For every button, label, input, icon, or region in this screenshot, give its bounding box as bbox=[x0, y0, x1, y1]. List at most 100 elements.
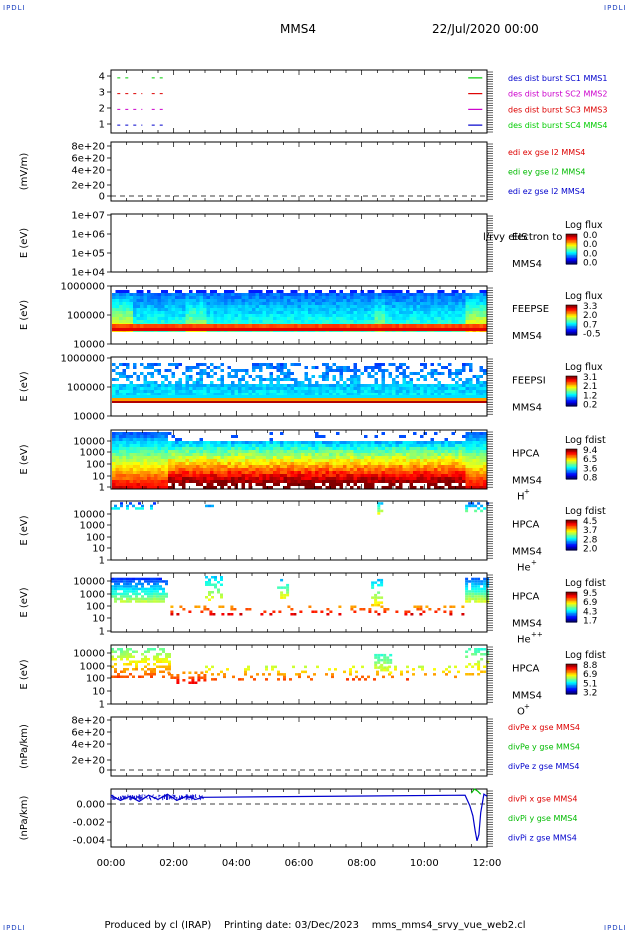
hpca-h-heatmap-cell bbox=[126, 486, 130, 489]
hpca-h-heatmap-cell bbox=[427, 480, 431, 483]
feepse-heatmap-cell bbox=[154, 296, 158, 299]
feepse-heatmap-cell bbox=[252, 314, 256, 317]
hpca-h-heatmap-cell bbox=[329, 456, 333, 459]
hpca-h-heatmap-cell bbox=[119, 450, 123, 453]
hpca-h-heatmap-cell bbox=[290, 468, 294, 471]
feepse-heatmap-cell bbox=[147, 296, 151, 299]
hpca-h-heatmap-cell bbox=[133, 453, 137, 456]
hpca-h-heatmap-cell bbox=[360, 450, 364, 453]
feepsi-heatmap-cell bbox=[374, 372, 378, 375]
feepsi-heatmap-cell bbox=[462, 401, 466, 403]
hpca-h-heatmap-cell bbox=[189, 453, 193, 456]
feepse-heatmap-cell bbox=[413, 296, 417, 299]
feepsi-heatmap-cell bbox=[455, 375, 459, 378]
feepse-heatmap-cell bbox=[203, 324, 207, 328]
feepse-heatmap-cell bbox=[217, 305, 221, 308]
feepse-heatmap-cell bbox=[371, 296, 375, 299]
hpca-h-heatmap-cell bbox=[252, 453, 256, 456]
feepse-heatmap-cell bbox=[140, 290, 144, 293]
hpca-h-heatmap-cell bbox=[416, 441, 420, 444]
feepsi-heatmap-cell bbox=[371, 369, 375, 372]
eis-ytick-label: 1e+06 bbox=[71, 230, 105, 241]
feepse-heatmap-cell bbox=[297, 296, 301, 299]
feepse-colorbar-cell bbox=[566, 315, 577, 318]
feepse-heatmap-cell bbox=[241, 302, 245, 305]
hpca-h-heatmap-cell bbox=[150, 483, 154, 486]
feepse-heatmap-cell bbox=[332, 305, 336, 308]
feepse-heatmap-cell bbox=[189, 311, 193, 314]
feepsi-heatmap-cell bbox=[385, 390, 389, 393]
feepse-heatmap-cell bbox=[448, 296, 452, 299]
hpca-h-heatmap-cell bbox=[206, 447, 210, 450]
hpca-h-heatmap-cell bbox=[402, 477, 406, 480]
feepse-heatmap-cell bbox=[290, 302, 294, 305]
feepsi-heatmap-cell bbox=[217, 366, 221, 369]
hpca-h-heatmap-cell bbox=[469, 474, 473, 477]
hpca-h-heatmap-cell bbox=[367, 471, 371, 474]
corner-label-bottom-right: IPDLI bbox=[604, 924, 627, 932]
feepsi-heatmap-cell bbox=[451, 372, 455, 375]
feepse-heatmap-cell bbox=[392, 314, 396, 317]
hpca-h-heatmap-cell bbox=[353, 474, 357, 477]
feepsi-heatmap-cell bbox=[325, 372, 329, 375]
feepsi-heatmap-cell bbox=[297, 381, 301, 384]
hpca-h-heatmap-cell bbox=[206, 450, 210, 453]
corner-label-top-right: IPDLI bbox=[604, 4, 627, 12]
hpca-h-heatmap-cell bbox=[304, 480, 308, 483]
hpca-h-heatmap-cell bbox=[315, 471, 319, 474]
hpca-h-heatmap-cell bbox=[308, 480, 312, 483]
feepse-heatmap-cell bbox=[280, 328, 284, 331]
feepsi-heatmap-cell bbox=[402, 384, 406, 387]
hpca-h-heatmap-cell bbox=[476, 465, 480, 468]
hpca-h-heatmap-cell bbox=[175, 477, 179, 480]
feepse-heatmap-cell bbox=[336, 308, 340, 311]
hpca-h-heatmap-cell bbox=[343, 474, 347, 477]
hpca-h-heatmap-cell bbox=[252, 480, 256, 483]
hpca-h-heatmap-cell bbox=[196, 468, 200, 471]
feepsi-heatmap-cell bbox=[294, 401, 298, 403]
feepse-heatmap-cell bbox=[374, 311, 378, 314]
hpca-h-heatmap-cell bbox=[420, 474, 424, 477]
hpca-h-heatmap-cell bbox=[203, 459, 207, 462]
feepse-heatmap-cell bbox=[168, 328, 172, 331]
feepsi-heatmap-cell bbox=[276, 398, 280, 401]
hpca-h-heatmap-cell bbox=[465, 432, 469, 435]
feepse-heatmap-cell bbox=[196, 311, 200, 314]
hpca-h-heatmap-cell bbox=[199, 441, 203, 444]
hpca-h-heatmap-cell bbox=[126, 465, 130, 468]
hpca-h-heatmap-cell bbox=[392, 468, 396, 471]
hpca-h-heatmap-cell bbox=[161, 477, 165, 480]
hpca-h-heatmap-cell bbox=[182, 462, 186, 465]
feepse-heatmap-cell bbox=[136, 324, 140, 328]
hpca-h-heatmap-cell bbox=[444, 438, 448, 441]
feepsi-heatmap-cell bbox=[441, 401, 445, 403]
hpca-h-heatmap-cell bbox=[129, 486, 133, 489]
feepsi-heatmap-cell bbox=[143, 401, 147, 403]
hpca-h-heatmap-cell bbox=[437, 447, 441, 450]
hpca-h-heatmap-cell bbox=[280, 456, 284, 459]
hpca-h-heatmap-cell bbox=[420, 453, 424, 456]
hpca-h-heatmap-cell bbox=[367, 477, 371, 480]
feepsi-heatmap-cell bbox=[402, 393, 406, 396]
feepsi-heatmap-cell bbox=[126, 375, 130, 378]
feepse-heatmap-cell bbox=[248, 311, 252, 314]
feepse-heatmap-cell bbox=[273, 299, 277, 302]
hpca-h-heatmap-cell bbox=[136, 486, 140, 489]
hpca-h-heatmap-cell bbox=[430, 453, 434, 456]
time-axis-tick-label: 12:00 bbox=[473, 858, 502, 869]
feepse-heatmap-cell bbox=[287, 328, 291, 331]
feepse-heatmap-cell bbox=[451, 290, 455, 293]
hpca-h-heatmap-cell bbox=[339, 465, 343, 468]
hpca-h-heatmap-cell bbox=[413, 432, 417, 435]
feepse-heatmap-cell bbox=[441, 308, 445, 311]
feepse-heatmap-cell bbox=[297, 299, 301, 302]
feepse-heatmap-cell bbox=[283, 314, 287, 317]
feepse-heatmap-cell bbox=[115, 311, 119, 314]
feepse-heatmap-cell bbox=[199, 302, 203, 305]
feepse-heatmap-cell bbox=[210, 293, 214, 296]
feepse-heatmap-cell bbox=[350, 290, 354, 293]
feepse-heatmap-cell bbox=[206, 317, 210, 320]
feepse-heatmap-cell bbox=[115, 314, 119, 317]
feepse-heatmap-cell bbox=[479, 320, 483, 323]
hpca-h-heatmap-cell bbox=[133, 459, 137, 462]
